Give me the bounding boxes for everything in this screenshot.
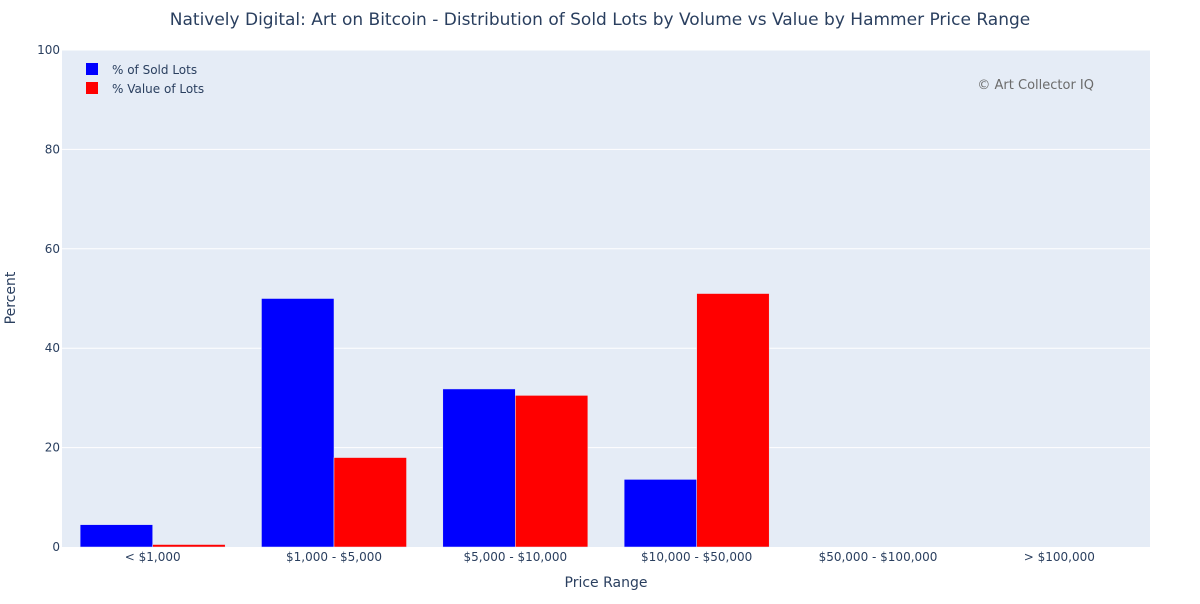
y-tick-label: 40 [45, 341, 60, 355]
bar-sold-lots[interactable] [261, 298, 335, 548]
legend[interactable]: % of Sold Lots % Value of Lots [72, 57, 212, 102]
bar-value-lots[interactable] [333, 457, 407, 548]
legend-label-value-lots[interactable]: % Value of Lots [112, 82, 204, 96]
bar-value-lots[interactable] [696, 293, 770, 548]
x-tick-label: $10,000 - $50,000 [641, 550, 752, 564]
bar-sold-lots[interactable] [623, 479, 697, 548]
bar-value-lots[interactable] [152, 544, 226, 548]
y-tick-label: 60 [45, 242, 60, 256]
x-tick-label: $50,000 - $100,000 [819, 550, 938, 564]
gridlines [62, 49, 1150, 449]
x-tick-label: $1,000 - $5,000 [286, 550, 382, 564]
x-tick-label: $5,000 - $10,000 [464, 550, 568, 564]
y-tick-label: 0 [52, 540, 60, 554]
y-tick-labels: 0 20 40 60 80 100 [37, 43, 60, 554]
x-tick-label: > $100,000 [1024, 550, 1095, 564]
copyright-annotation: © Art Collector IQ [977, 78, 1094, 93]
y-tick-label: 80 [45, 142, 60, 156]
bars [79, 293, 770, 548]
y-axis-title: Percent [3, 271, 19, 324]
x-axis-title: Price Range [565, 575, 648, 591]
x-tick-labels: < $1,000 $1,000 - $5,000 $5,000 - $10,000 $… [125, 550, 1095, 564]
bar-sold-lots[interactable] [442, 388, 516, 548]
x-tick-label: < $1,000 [125, 550, 181, 564]
bar-value-lots[interactable] [515, 395, 589, 548]
bar-sold-lots[interactable] [79, 524, 153, 548]
y-tick-label: 100 [37, 43, 60, 57]
legend-swatch-sold-lots[interactable] [86, 63, 98, 75]
legend-label-sold-lots[interactable]: % of Sold Lots [112, 63, 197, 77]
chart-title: Natively Digital: Art on Bitcoin - Distr… [170, 10, 1030, 30]
plot-area [62, 50, 1150, 547]
y-tick-label: 20 [45, 441, 60, 455]
legend-swatch-value-lots[interactable] [86, 82, 98, 94]
